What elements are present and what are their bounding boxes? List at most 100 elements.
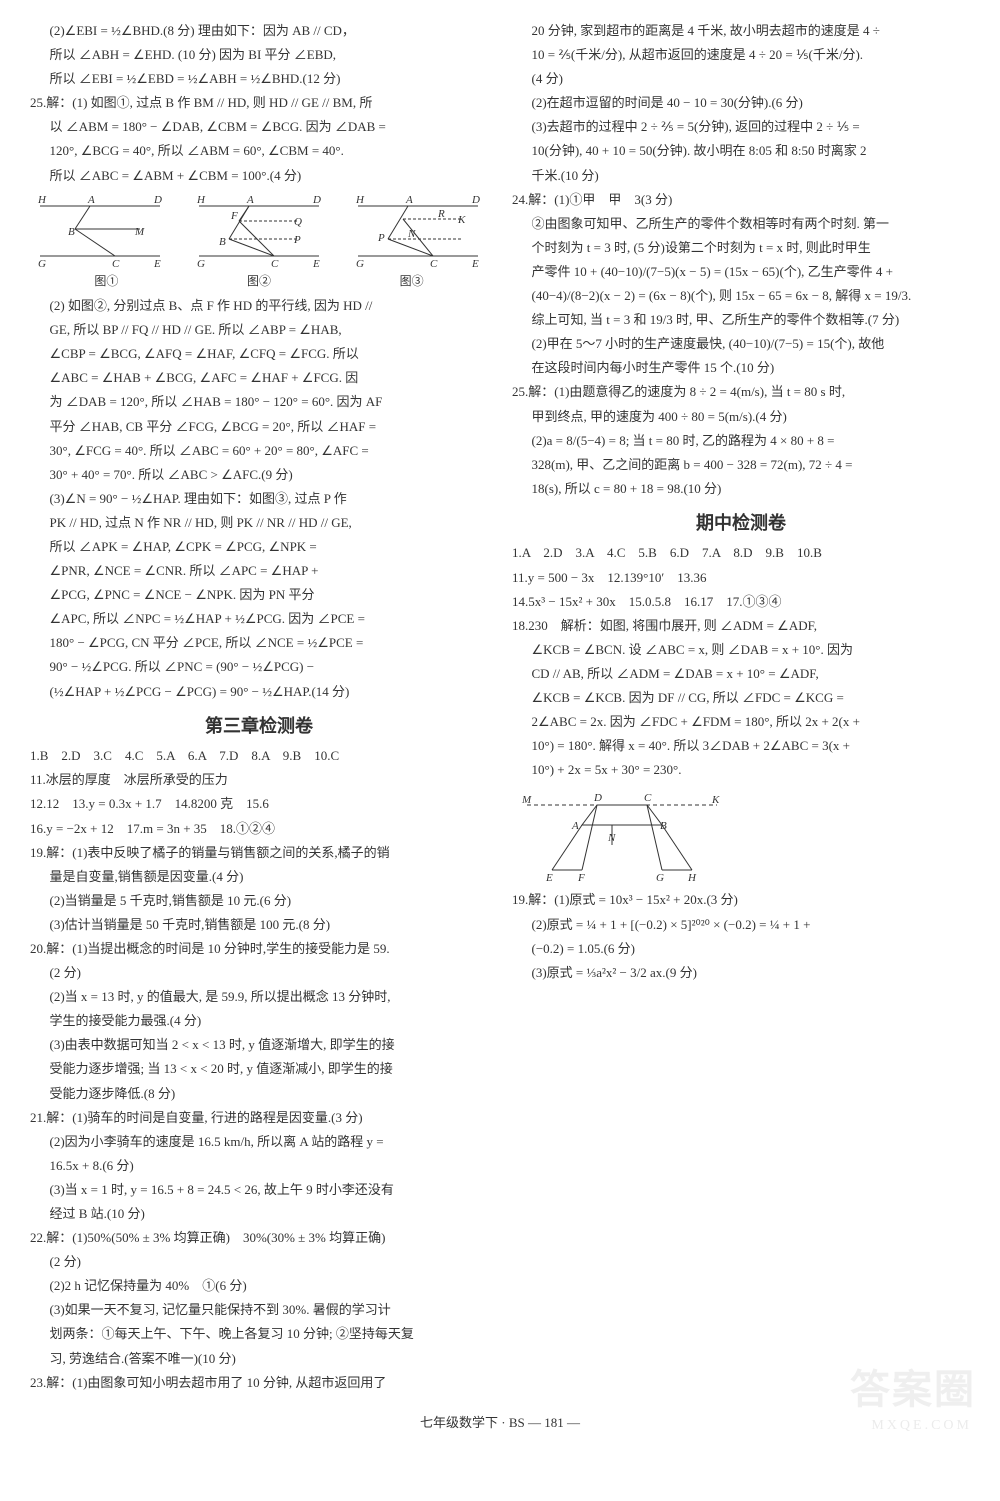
mc-answers: 1.B 2.D 3.C 4.C 5.A 6.A 7.D 8.A 9.B 10.C — [30, 745, 488, 767]
text-line: 22.解：(1)50%(50% ± 3% 均算正确) 30%(30% ± 3% … — [30, 1227, 488, 1249]
svg-text:E: E — [153, 258, 161, 270]
text-line: 所以 ∠ABH = ∠EHD. (10 分) 因为 BI 平分 ∠EBD, — [30, 44, 488, 66]
text-line: 以 ∠ABM = 180° − ∠DAB, ∠CBM = ∠BCG. 因为 ∠D… — [30, 116, 488, 138]
text-line: 划两条：①每天上午、下午、晚上各复习 10 分钟; ②坚持每天复 — [30, 1323, 488, 1345]
svg-text:E: E — [545, 872, 553, 884]
svg-text:C: C — [644, 792, 652, 804]
text-line: 30°, ∠FCG = 40°. 所以 ∠ABC = 60° + 20° = 8… — [30, 440, 488, 462]
text-line: ∠ABC = ∠HAB + ∠BCG, ∠AFC = ∠HAF + ∠FCG. … — [30, 367, 488, 389]
svg-text:K: K — [457, 214, 466, 226]
fig-caption-3: 图③ — [400, 271, 424, 291]
svg-text:P: P — [377, 232, 385, 244]
text-line: 学生的接受能力最强.(4 分) — [30, 1010, 488, 1032]
svg-text:F: F — [230, 210, 238, 222]
text-line: 所以 ∠ABC = ∠ABM + ∠CBM = 100°.(4 分) — [30, 165, 488, 187]
text-line: 20 分钟, 家到超市的距离是 4 千米, 故小明去超市的速度是 4 ÷ — [512, 20, 970, 42]
text-line: 11.y = 500 − 3x 12.139°10′ 13.36 — [512, 567, 970, 589]
text-line: 10(分钟), 40 + 10 = 50(分钟). 故小明在 8:05 和 8:… — [512, 140, 970, 162]
section-title-midterm: 期中检测卷 — [512, 508, 970, 539]
text-line: 12.12 13.y = 0.3x + 1.7 14.8200 克 15.6 — [30, 793, 488, 815]
text-line: 328(m), 甲、乙之间的距离 b = 400 − 328 = 72(m), … — [512, 454, 970, 476]
text-line: 24.解：(1)①甲 甲 3(3 分) — [512, 189, 970, 211]
text-line: 习, 劳逸结合.(答案不唯一)(10 分) — [30, 1348, 488, 1370]
figure-1: HAD BM GCE — [30, 191, 170, 271]
text-line: 18(s), 所以 c = 80 + 18 = 98.(10 分) — [512, 478, 970, 500]
text-line: (2)2 h 记忆保持量为 40% ①(6 分) — [30, 1275, 488, 1297]
figure-row: HAD BM GCE HAD FQ BP GCE — [30, 191, 488, 271]
text-line: 综上可知, 当 t = 3 和 19/3 时, 甲、乙所生产的零件个数相等.(7… — [512, 309, 970, 331]
text-line: (4 分) — [512, 68, 970, 90]
text-line: (2)因为小李骑车的速度是 16.5 km/h, 所以离 A 站的路程 y = — [30, 1131, 488, 1153]
text-line: (2)甲在 5～7 小时的生产速度最快, (40−10)/(7−5) = 15(… — [512, 333, 970, 355]
text-line: (2 分) — [30, 962, 488, 984]
text-line: (3)由表中数据可知当 2 < x < 13 时, y 值逐渐增大, 即学生的接 — [30, 1034, 488, 1056]
text-line: (3)去超市的过程中 2 ÷ ⅖ = 5(分钟), 返回的过程中 2 ÷ ⅕ = — [512, 116, 970, 138]
text-line: 为 ∠DAB = 120°, 所以 ∠HAB = 180° − 120° = 6… — [30, 391, 488, 413]
svg-text:A: A — [571, 820, 579, 832]
svg-text:F: F — [577, 872, 585, 884]
text-line: 11.冰层的厚度 冰层所承受的压力 — [30, 769, 488, 791]
text-line: (3)如果一天不复习, 记忆量只能保持不到 30%. 暑假的学习计 — [30, 1299, 488, 1321]
text-line: ∠CBP = ∠BCG, ∠AFQ = ∠HAF, ∠CFQ = ∠FCG. 所… — [30, 343, 488, 365]
watermark-sub: MXQE.COM — [871, 1414, 972, 1438]
text-line: (½∠HAP + ½∠PCG − ∠PCG) = 90° − ½∠HAP.(14… — [30, 681, 488, 703]
scarf-figure: MDCK ANB EFGH — [512, 785, 732, 885]
text-line: (3)∠N = 90° − ½∠HAP. 理由如下：如图③, 过点 P 作 — [30, 488, 488, 510]
text-line: 14.5x³ − 15x² + 30x 15.0.5.8 16.17 17.①③… — [512, 591, 970, 613]
svg-text:D: D — [471, 194, 480, 206]
text-line: (40−4)/(8−2)(x − 2) = (6x − 8)(个), 则 15x… — [512, 285, 970, 307]
svg-text:N: N — [407, 228, 416, 240]
svg-text:G: G — [197, 258, 205, 270]
text-line: 30° + 40° = 70°. 所以 ∠ABC > ∠AFC.(9 分) — [30, 464, 488, 486]
text-line: (2)∠EBI = ½∠BHD.(8 分) 理由如下：因为 AB // CD， — [30, 20, 488, 42]
text-line: (3)当 x = 1 时, y = 16.5 + 8 = 24.5 < 26, … — [30, 1179, 488, 1201]
svg-text:G: G — [656, 872, 664, 884]
svg-text:Q: Q — [294, 216, 302, 228]
svg-text:A: A — [87, 194, 95, 206]
svg-text:B: B — [219, 236, 226, 248]
text-line: 在这段时间内每小时生产零件 15 个.(10 分) — [512, 357, 970, 379]
svg-text:P: P — [293, 234, 301, 246]
text-line: 10 = ⅖(千米/分), 从超市返回的速度是 4 ÷ 20 = ⅕(千米/分)… — [512, 44, 970, 66]
text-line: 25.解：(1) 如图①, 过点 B 作 BM // HD, 则 HD // G… — [30, 92, 488, 114]
svg-text:A: A — [405, 194, 413, 206]
text-line: 20.解：(1)当提出概念的时间是 10 分钟时,学生的接受能力是 59. — [30, 938, 488, 960]
text-line: 所以 ∠EBI = ½∠EBD = ½∠ABH = ½∠BHD.(12 分) — [30, 68, 488, 90]
text-line: 10°) + 2x = 5x + 30° = 230°. — [512, 759, 970, 781]
text-line: ∠PNR, ∠NCE = ∠CNR. 所以 ∠APC = ∠HAP + — [30, 560, 488, 582]
svg-text:E: E — [471, 258, 479, 270]
text-line: 16.5x + 8.(6 分) — [30, 1155, 488, 1177]
svg-text:R: R — [437, 208, 445, 220]
text-line: 25.解：(1)由题意得乙的速度为 8 ÷ 2 = 4(m/s), 当 t = … — [512, 381, 970, 403]
text-line: 所以 ∠APK = ∠HAP, ∠CPK = ∠PCG, ∠NPK = — [30, 536, 488, 558]
figure-3: HAD RK PN GCE — [348, 191, 488, 271]
text-line: PK // HD, 过点 N 作 NR // HD, 则 PK // NR //… — [30, 512, 488, 534]
fig-caption-2: 图② — [247, 271, 271, 291]
text-line: GE, 所以 BP // FQ // HD // GE. 所以 ∠ABP = ∠… — [30, 319, 488, 341]
text-line: 90° − ½∠PCG. 所以 ∠PNC = (90° − ½∠PCG) − — [30, 656, 488, 678]
text-line: 产零件 10 + (40−10)/(7−5)(x − 5) = (15x − 6… — [512, 261, 970, 283]
mc-answers: 1.A 2.D 3.A 4.C 5.B 6.D 7.A 8.D 9.B 10.B — [512, 542, 970, 564]
svg-text:H: H — [687, 872, 697, 884]
svg-text:C: C — [112, 258, 120, 270]
text-line: (3)原式 = ⅓a²x² − 3/2 ax.(9 分) — [512, 962, 970, 984]
text-line: 受能力逐步降低.(8 分) — [30, 1083, 488, 1105]
text-line: ∠KCB = ∠BCN. 设 ∠ABC = x, 则 ∠DAB = x + 10… — [512, 639, 970, 661]
text-line: CD // AB, 所以 ∠ADM = ∠DAB = x + 10° = ∠AD… — [512, 663, 970, 685]
svg-text:G: G — [356, 258, 364, 270]
text-line: (3)估计当销量是 50 千克时,销售额是 100 元.(8 分) — [30, 914, 488, 936]
text-line: 23.解：(1)由图象可知小明去超市用了 10 分钟, 从超市返回用了 — [30, 1372, 488, 1394]
page-body: (2)∠EBI = ½∠BHD.(8 分) 理由如下：因为 AB // CD， … — [30, 20, 970, 1400]
section-title-ch3: 第三章检测卷 — [30, 711, 488, 742]
text-line: ②由图象可知甲、乙所生产的零件个数相等时有两个时刻. 第一 — [512, 213, 970, 235]
svg-text:C: C — [430, 258, 438, 270]
text-line: 180° − ∠PCG, CN 平分 ∠PCE, 所以 ∠NCE = ½∠PCE… — [30, 632, 488, 654]
text-line: (2)a = 8/(5−4) = 8; 当 t = 80 时, 乙的路程为 4 … — [512, 430, 970, 452]
svg-text:G: G — [38, 258, 46, 270]
svg-text:H: H — [37, 194, 47, 206]
text-line: 18.230 解析：如图, 将围巾展开, 则 ∠ADM = ∠ADF, — [512, 615, 970, 637]
svg-text:M: M — [134, 226, 145, 238]
text-line: 受能力逐步增强; 当 13 < x < 20 时, y 值逐渐减小, 即学生的接 — [30, 1058, 488, 1080]
figure-2: HAD FQ BP GCE — [189, 191, 329, 271]
text-line: 10°) = 180°. 解得 x = 40°. 所以 3∠DAB + 2∠AB… — [512, 735, 970, 757]
